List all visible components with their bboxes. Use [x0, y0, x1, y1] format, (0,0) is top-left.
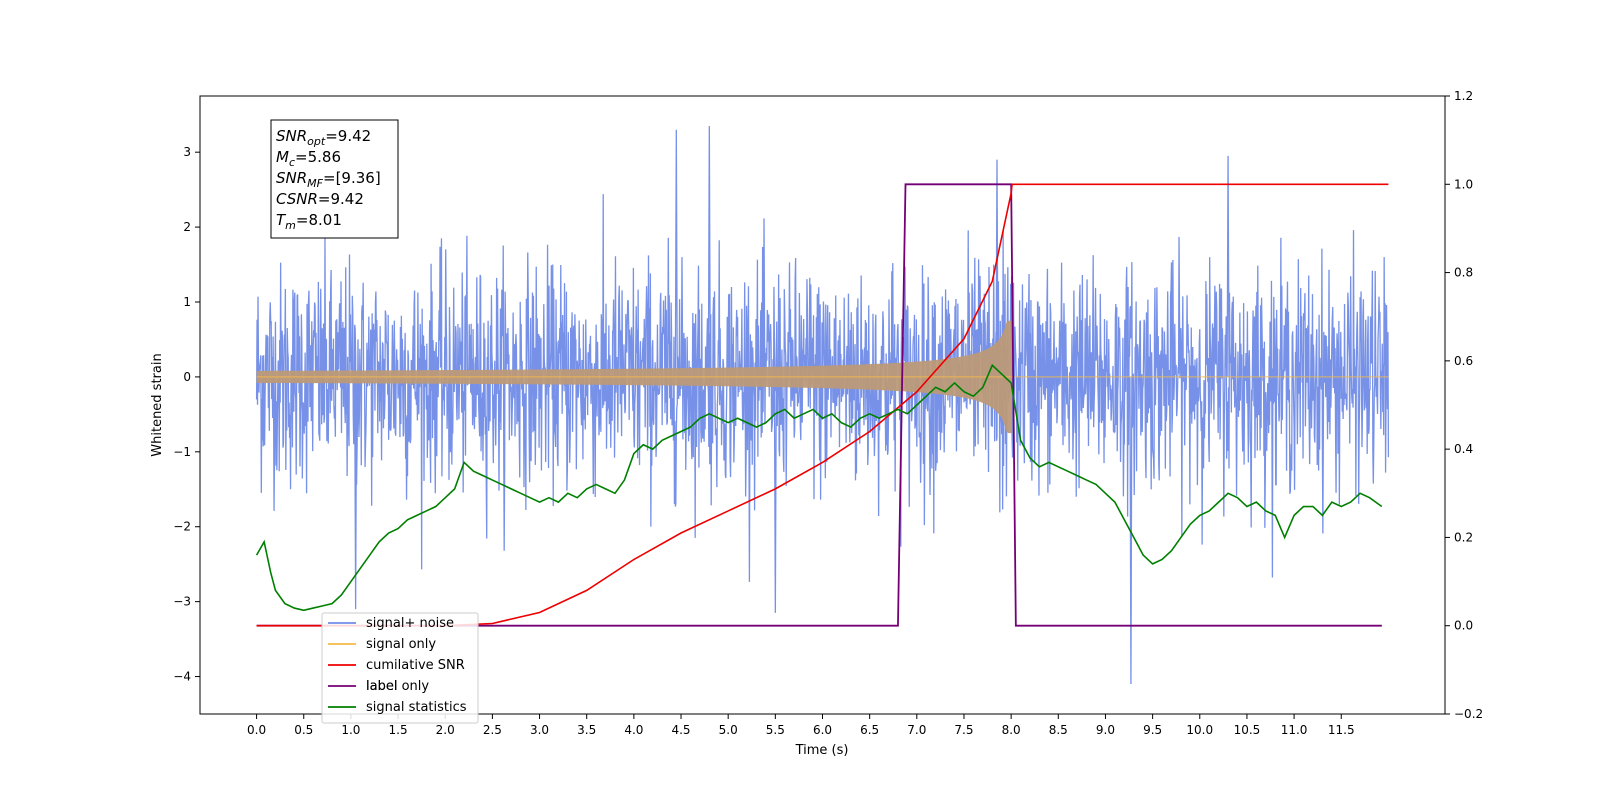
x-tick-label: 7.5: [954, 723, 973, 737]
info-line: CSNR=9.42: [276, 190, 364, 208]
x-tick-label: 5.5: [766, 723, 785, 737]
y-right-tick-label: 0.0: [1454, 619, 1473, 633]
info-line: Tm=8.01: [276, 211, 342, 232]
x-axis: 0.0 0.5 1.0 1.5 2.0 2.5 3.0 3.5 4.0 4.5 5.0 5.5 6.0 6…: [247, 714, 1355, 737]
legend-entry: signal+ noise: [366, 616, 454, 631]
x-tick-label: 4.0: [624, 723, 643, 737]
x-tick-label: 11.0: [1281, 723, 1308, 737]
y-tick-label: −2: [173, 520, 191, 534]
x-tick-label: 0.5: [294, 723, 313, 737]
y-right-tick-label: 0.8: [1454, 266, 1473, 280]
y-tick-label: 3: [183, 145, 191, 159]
x-tick-label: 0.0: [247, 723, 266, 737]
x-tick-label: 3.5: [577, 723, 596, 737]
x-tick-label: 7.0: [907, 723, 926, 737]
plot-area: [255, 125, 1390, 685]
x-tick-label: 4.5: [671, 723, 690, 737]
x-tick-label: 6.0: [813, 723, 832, 737]
x-tick-label: 10.0: [1186, 723, 1213, 737]
info-line: SNRMF=[9.36]: [276, 169, 381, 190]
y-right-tick-label: −0.2: [1454, 707, 1483, 721]
legend-entry: cumilative SNR: [366, 658, 465, 673]
x-tick-label: 2.5: [483, 723, 502, 737]
legend-entry: label: [366, 679, 397, 694]
y-tick-label: 0: [183, 370, 191, 384]
legend-entry: label only: [366, 679, 429, 694]
x-tick-label: 10.5: [1234, 723, 1261, 737]
y-axis-label: Whitened strain: [150, 353, 165, 456]
x-tick-label: 1.0: [341, 723, 360, 737]
x-tick-label: 6.5: [860, 723, 879, 737]
series-signal-statistics: [255, 363, 1383, 612]
y-right-tick-label: 1.0: [1454, 177, 1473, 191]
x-tick-label: 3.0: [530, 723, 549, 737]
y-right-tick-label: 0.4: [1454, 442, 1473, 456]
legend-entry: signal statistics: [366, 700, 467, 715]
info-line: SNRopt=9.42: [276, 127, 371, 148]
x-tick-label: 1.5: [389, 723, 408, 737]
info-line: Mc=5.86: [276, 148, 341, 169]
y-right-tick-label: 1.2: [1454, 89, 1473, 103]
x-tick-label: 8.5: [1049, 723, 1068, 737]
x-tick-label: 9.0: [1096, 723, 1115, 737]
y-tick-label: 1: [183, 295, 191, 309]
y-right-tick-label: 0.6: [1454, 354, 1473, 368]
legend-entry: signal only: [366, 637, 436, 652]
y-tick-label: −4: [173, 670, 191, 684]
y-axis-right: 1.2 1.0 0.8 0.6 0.4 0.2 0.0 −0.2: [1445, 89, 1483, 721]
x-tick-label: 5.0: [719, 723, 738, 737]
series-signal-noise: [255, 125, 1390, 685]
x-tick-label: 9.5: [1143, 723, 1162, 737]
y-tick-label: −3: [173, 595, 191, 609]
y-tick-label: 2: [183, 220, 191, 234]
x-tick-label: 11.5: [1328, 723, 1355, 737]
y-axis-left: 3 2 1 0 −1 −2 −3 −4: [173, 145, 200, 684]
x-tick-label: 8.0: [1002, 723, 1021, 737]
y-right-tick-label: 0.2: [1454, 530, 1473, 544]
series-label: [256, 183, 1382, 627]
y-tick-label: −1: [173, 445, 191, 459]
legend: signal+ noise signal only cumilative SNR la…: [321, 612, 479, 724]
x-axis-label: Time (s): [795, 743, 849, 758]
x-tick-label: 2.0: [436, 723, 455, 737]
